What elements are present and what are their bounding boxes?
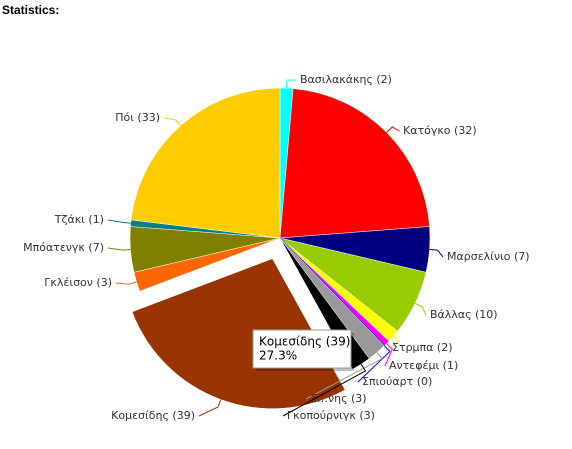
pie-slice [131,258,346,409]
tooltip-text: 27.3% [259,349,297,363]
pie-slice [130,87,281,239]
slice-label: Σ…νης (3) [310,392,367,405]
slice-label: Κατόγκο (32) [403,124,477,137]
slice-label: Πόι (33) [115,111,160,124]
slice-label: Αντεφέμι (1) [389,359,458,372]
slice-label: Βασιλακάκης (2) [300,73,392,86]
leader-line [107,219,131,224]
leader-line [115,281,137,285]
tooltip-box [252,329,352,369]
tooltip-title: Κομεσίδης (39) [259,335,350,349]
leader-line [282,363,367,417]
slice-label: Κομεσίδης (39) [111,409,195,422]
leader-line [429,249,444,258]
leader-line [386,126,400,133]
slice-label: Μπόατενγκ (7) [23,241,104,254]
slice-label: Στρμπα (2) [392,341,453,354]
slice-label: Γκλέισον (3) [44,276,112,289]
slice-label: Τζάκι (1) [54,213,104,226]
leader-line [305,352,383,400]
leader-line [286,79,297,89]
leader-line [357,345,391,383]
slice-label: Μαρσελίνιο (7) [447,250,530,263]
leader-line [163,117,181,127]
leader-line [198,399,222,417]
pie-slice [279,88,430,239]
slice-label: Βάλλας (10) [430,308,498,321]
slice-label: Σπιούαρτ (0) [362,375,432,388]
header: Statistics: [2,3,60,17]
leader-line [414,302,427,316]
slice-label: Γκοπούρνιγκ (3) [287,409,375,422]
tooltip: Κομεσίδης (39)27.3% [252,329,354,371]
leader-line [387,335,401,349]
leader-line [384,343,393,367]
leader-line [107,247,131,251]
